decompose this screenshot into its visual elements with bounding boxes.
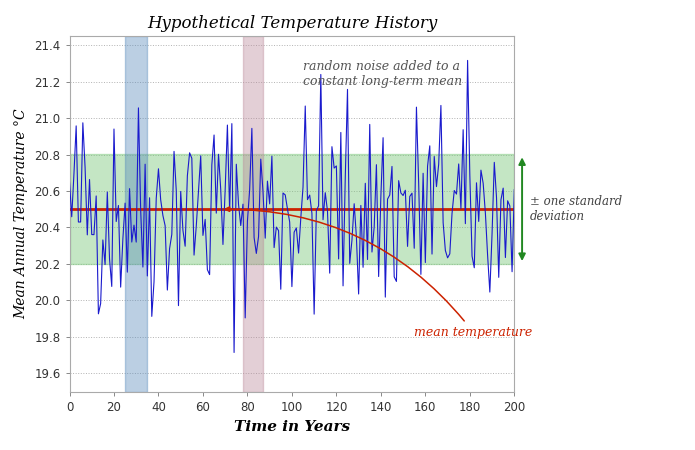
X-axis label: Time in Years: Time in Years (234, 420, 350, 434)
Text: mean temperature: mean temperature (225, 207, 532, 339)
Title: Hypothetical Temperature History: Hypothetical Temperature History (147, 15, 437, 32)
Bar (70, 154, 514, 264)
Text: random noise added to a
constant long-term mean: random noise added to a constant long-te… (303, 60, 462, 88)
Y-axis label: Mean Annual Temperature °C: Mean Annual Temperature °C (15, 108, 28, 319)
Bar (125, 36, 147, 392)
Text: ± one standard
deviation: ± one standard deviation (530, 195, 622, 223)
Bar (243, 36, 263, 392)
